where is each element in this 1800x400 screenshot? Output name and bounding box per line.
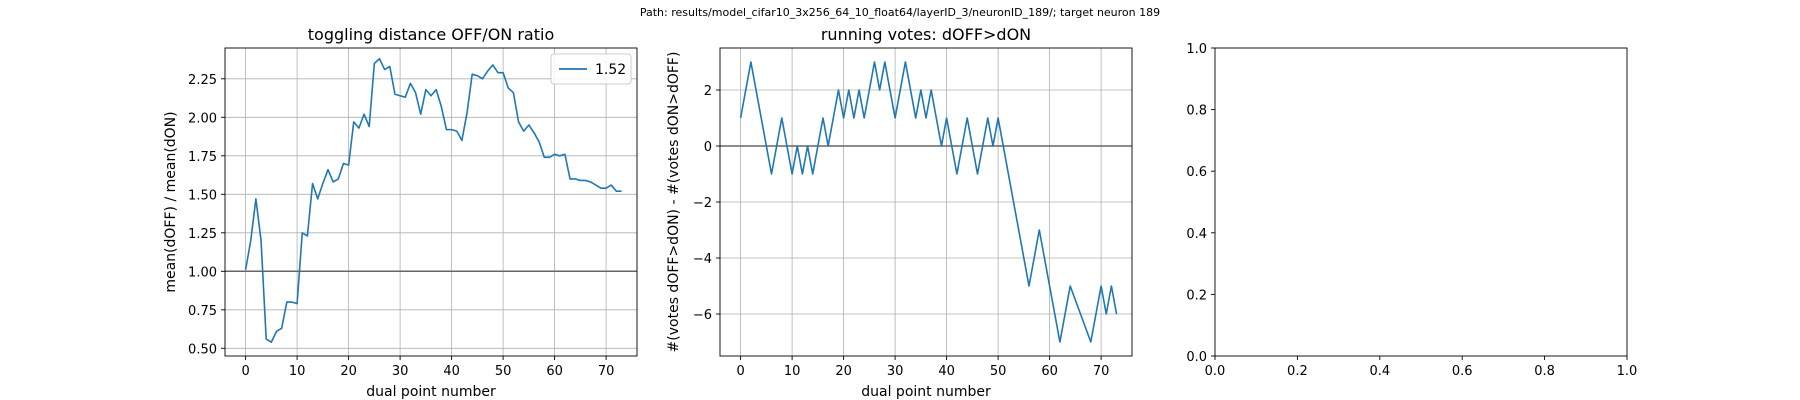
panel1-series-line-1 — [244, 57, 622, 343]
panel3-y-tick-label: 0.0 — [1186, 350, 1207, 365]
panel1-y-tick-label: 0.75 — [188, 304, 217, 319]
panel1-x-tick-label: 20 — [340, 364, 357, 379]
panel1-x-axis-label: dual point number — [366, 384, 496, 400]
panel1-legend-box — [550, 53, 632, 85]
panel1-axes-frame — [224, 47, 638, 357]
panel2-y-axis-label: #(votes dOFF>dON) - #(votes dON>dOFF) — [666, 52, 682, 353]
panel2-x-axis-label: dual point number — [861, 384, 991, 400]
panel3-x-tick-label: 0.8 — [1534, 364, 1555, 379]
panel2-x-tick-label: 30 — [887, 364, 904, 379]
panel1-y-tick-label: 2.00 — [188, 111, 217, 126]
panel1-plot-area — [225, 48, 637, 356]
panel2-x-tick-label: 40 — [938, 364, 955, 379]
panel1-x-tick-label: 10 — [289, 364, 306, 379]
panel3-axes-frame — [1214, 47, 1628, 357]
panel1-y-tick-label: 1.00 — [188, 265, 217, 280]
panel1-y-tick-label: 1.75 — [188, 150, 217, 165]
panel1-x-tick-label: 70 — [598, 364, 615, 379]
panel2-x-tick-label: 0 — [736, 364, 744, 379]
panel2-x-tick-label: 70 — [1093, 364, 1110, 379]
panel1-legend-label: 1.52 — [595, 62, 626, 78]
panel2-y-tick-label: −2 — [693, 196, 712, 211]
panel1-x-tick-label: 50 — [495, 364, 512, 379]
panel2-y-tick-label: 2 — [704, 84, 712, 99]
figure-suptitle: Path: results/model_cifar10_3x256_64_10_… — [639, 6, 1161, 19]
panel2-x-tick-label: 50 — [990, 364, 1007, 379]
panel2-y-tick-label: −4 — [693, 252, 712, 267]
panel1-y-tick-label: 0.50 — [188, 342, 217, 357]
panel2-x-tick-label: 10 — [784, 364, 801, 379]
panel3-y-tick-label: 0.6 — [1186, 165, 1207, 180]
panel2-y-tick-label: −6 — [693, 308, 712, 323]
panel3-y-tick-label: 0.4 — [1186, 227, 1207, 242]
panel1-y-tick-label: 1.50 — [188, 188, 217, 203]
panel1-x-tick-label: 30 — [392, 364, 409, 379]
panel3-x-tick-label: 0.0 — [1205, 364, 1226, 379]
panel3-x-tick-label: 0.4 — [1369, 364, 1390, 379]
panel3-y-tick-label: 1.0 — [1186, 42, 1207, 57]
panel2-title: running votes: dOFF>dON — [821, 25, 1031, 44]
panel3-x-tick-label: 0.6 — [1452, 364, 1473, 379]
panel1-x-tick-label: 0 — [241, 364, 249, 379]
panel3-plot-area — [1215, 48, 1627, 356]
panel1-x-tick-label: 40 — [443, 364, 460, 379]
panel3-x-tick-label: 0.2 — [1287, 364, 1308, 379]
panel1-y-tick-label: 2.25 — [188, 73, 217, 88]
panel1-x-tick-label: 60 — [546, 364, 563, 379]
panel3-y-tick-label: 0.8 — [1186, 104, 1207, 119]
panel2-x-tick-label: 20 — [835, 364, 852, 379]
panel1-y-axis-label: mean(dOFF) / mean(dON) — [163, 111, 179, 292]
panel1-y-tick-label: 1.25 — [188, 227, 217, 242]
panel2-series-line-1 — [739, 61, 1118, 343]
panel2-x-tick-label: 60 — [1041, 364, 1058, 379]
panel3-y-tick-label: 0.2 — [1186, 288, 1207, 303]
panel3-x-tick-label: 1.0 — [1617, 364, 1638, 379]
panel1-title: toggling distance OFF/ON ratio — [308, 25, 554, 44]
panel2-y-tick-label: 0 — [704, 140, 712, 155]
